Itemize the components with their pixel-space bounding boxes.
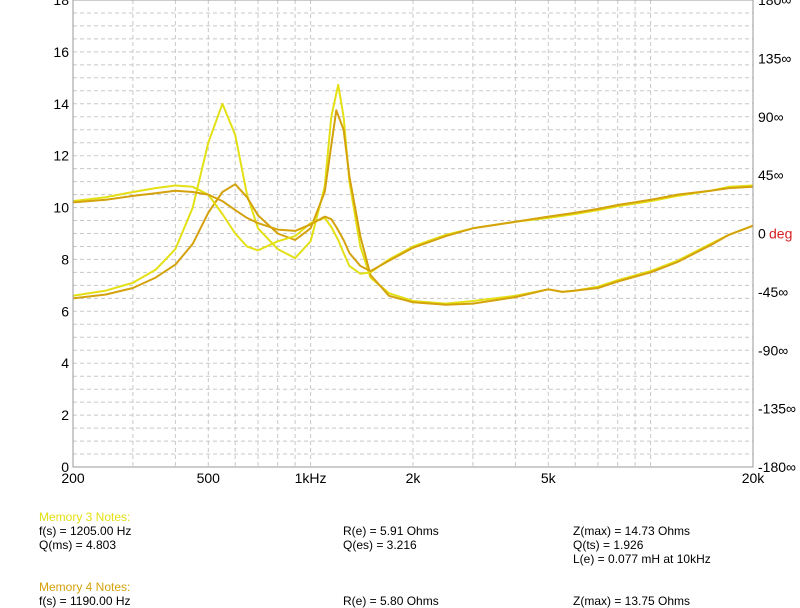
memory-3-qts: Q(ts) = 1.926	[573, 538, 644, 552]
memory-3-re: R(e) = 5.91 Ohms	[343, 524, 439, 538]
y2-tick-label: -135∞	[758, 401, 796, 417]
y-tick-label: 12	[53, 148, 69, 164]
y-tick-label: 16	[53, 44, 69, 60]
x-tick-label: 200	[61, 470, 85, 486]
y-tick-label: 14	[53, 96, 69, 112]
memory-4-fs: f(s) = 1190.00 Hz	[39, 594, 131, 608]
memory-3-fs: f(s) = 1205.00 Hz	[39, 524, 132, 538]
axis-labels: 200 500 1kHz 2k 5k 20k 0 2 4 6 8 10 12 14 16 18 180∞ 135∞…	[53, 0, 796, 486]
grid	[73, 0, 753, 467]
y-tick-label: 18	[53, 0, 69, 8]
y-tick-label: 10	[53, 200, 69, 216]
y2-tick-label: 45∞	[758, 167, 784, 183]
y2-tick-label: 180∞	[758, 0, 791, 8]
series-line-phase-2	[72, 184, 754, 275]
series-line-phase-3	[72, 185, 754, 273]
y-tick-label: 8	[61, 251, 69, 267]
y2-tick-label: 90∞	[758, 109, 784, 125]
memory-4-zmax: Z(max) = 13.75 Ohms	[573, 594, 691, 608]
x-tick-label: 500	[197, 470, 221, 486]
series-line-impedance-1	[72, 109, 754, 306]
y2-tick-label: -180∞	[758, 459, 796, 475]
y2-tick-label: -45∞	[758, 284, 788, 300]
memory-3-le: L(e) = 0.077 mH at 10kHz	[573, 552, 711, 566]
memory-3-qms: Q(ms) = 4.803	[39, 538, 117, 552]
y-tick-label: 6	[61, 303, 69, 319]
memory-4-re: R(e) = 5.80 Ohms	[343, 594, 439, 608]
memory-3-title: Memory 3 Notes:	[39, 510, 131, 524]
y2-tick-label: 135∞	[758, 50, 791, 66]
x-tick-label: 5k	[541, 470, 557, 486]
y-tick-label: 2	[61, 407, 69, 423]
x-tick-label: 20k	[742, 470, 766, 486]
impedance-phase-chart: 200 500 1kHz 2k 5k 20k 0 2 4 6 8 10 12 14 16 18 180∞ 135∞…	[53, 0, 796, 486]
y-tick-label: 0	[61, 459, 69, 475]
y2-tick-label: -90∞	[758, 342, 788, 358]
x-tick-label: 1kHz	[295, 470, 327, 486]
x-tick-label: 2k	[406, 470, 422, 486]
memory-3-qes: Q(es) = 3.216	[343, 538, 417, 552]
y-tick-label: 4	[61, 355, 69, 371]
memory-4-title: Memory 4 Notes:	[39, 580, 131, 594]
series-lines	[72, 83, 754, 306]
y2-unit-label: deg	[769, 226, 792, 242]
y2-zero-label: 0	[758, 226, 766, 242]
plot-frame	[72, 0, 754, 468]
memory-3-zmax: Z(max) = 14.73 Ohms	[573, 524, 691, 538]
